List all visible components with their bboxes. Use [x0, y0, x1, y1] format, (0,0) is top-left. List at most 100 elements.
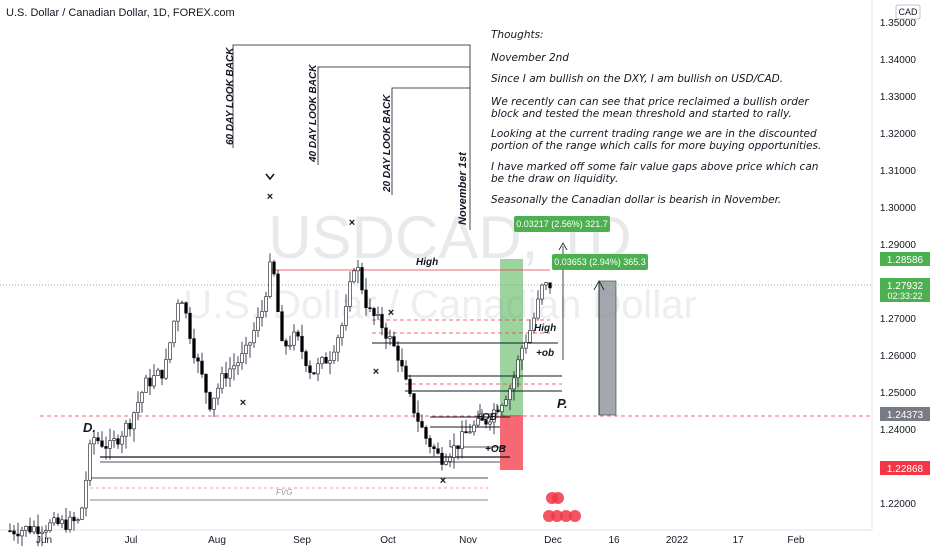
- measure-box-upper: [514, 216, 610, 232]
- candle-up: [124, 422, 128, 437]
- candle-up: [532, 317, 536, 331]
- candle-up: [528, 330, 532, 343]
- ob-plus-label-1: +ob: [536, 348, 554, 359]
- candle-up: [112, 438, 116, 441]
- candle-up: [256, 317, 260, 331]
- candle-up: [24, 526, 28, 531]
- measure-box-lower: [552, 254, 648, 270]
- candle-down: [184, 302, 188, 314]
- symbol-title[interactable]: U.S. Dollar / Canadian Dollar, 1D, FOREX…: [6, 7, 235, 19]
- y-tick-label: 1.31000: [880, 166, 917, 177]
- price-tag-mid-text: 1.24373: [887, 410, 924, 421]
- candle-up: [108, 440, 112, 449]
- candle-up: [344, 306, 348, 326]
- candle-up: [60, 519, 64, 525]
- candle-up: [132, 412, 136, 430]
- candle-down: [160, 369, 164, 379]
- candle-down: [12, 530, 16, 535]
- note-line-1: November 2nd: [491, 52, 569, 64]
- candle-up: [80, 507, 84, 520]
- candle-up: [180, 302, 184, 304]
- y-tick-label: 1.34000: [880, 55, 917, 66]
- candle-down: [284, 340, 288, 347]
- candle-up: [52, 517, 56, 524]
- candle-up: [536, 298, 540, 319]
- candle-up: [232, 365, 236, 370]
- note-line-7: I have marked off some fair value gaps a…: [491, 161, 819, 173]
- note-line-5: Looking at the current trading range we …: [491, 128, 817, 140]
- candle-up: [120, 435, 124, 445]
- measure-box-upper-text: 0.03217 (2.56%) 321.7: [516, 219, 608, 229]
- candle-up: [240, 353, 244, 364]
- candle-up: [352, 270, 356, 283]
- candle-up: [488, 421, 492, 425]
- candle-up: [88, 443, 92, 481]
- candle-down: [148, 377, 152, 387]
- measure-arrow-head: [558, 242, 568, 251]
- candle-down: [188, 312, 192, 339]
- candle-up: [40, 531, 44, 535]
- candle-up: [316, 363, 320, 375]
- candle-up: [84, 479, 88, 509]
- candle-down: [96, 437, 100, 442]
- x-marker: ×: [240, 397, 246, 409]
- lookback-60-label: 60 DAY LOOK BACK: [225, 47, 236, 145]
- candle-up: [32, 526, 36, 533]
- candle-down: [36, 526, 40, 535]
- candle-down: [440, 452, 444, 465]
- x-tick-label: Sep: [293, 535, 311, 546]
- currency-badge: [895, 4, 921, 20]
- candle-up: [520, 347, 524, 361]
- event-badges[interactable]: [543, 492, 581, 522]
- candle-up: [212, 397, 216, 410]
- candle-up: [260, 311, 264, 318]
- y-tick-label: 1.29000: [880, 240, 917, 251]
- candle-down: [400, 360, 404, 367]
- candle-down: [384, 327, 388, 339]
- candle-down: [360, 267, 364, 291]
- x-tick-label: Oct: [380, 535, 396, 546]
- price-tag-low-text: 1.22868: [887, 464, 924, 475]
- candle-down: [392, 336, 396, 347]
- candle-up: [336, 337, 340, 353]
- watermark-name: U.S. Dollar / Canadian Dollar: [183, 283, 697, 327]
- note-line-3: We recently can can see that price recla…: [491, 96, 809, 108]
- candle-down: [300, 335, 304, 352]
- d-label: D.: [83, 420, 96, 435]
- high-label-2: High: [534, 323, 556, 334]
- candle-up: [292, 331, 296, 346]
- candle-down: [280, 311, 284, 342]
- candle-up: [244, 344, 248, 354]
- november-label: November 1st: [457, 151, 469, 225]
- candle-down: [420, 421, 424, 428]
- note-line-9: Seasonally the Canadian dollar is bearis…: [491, 194, 782, 206]
- candle-down: [364, 289, 368, 308]
- candle-down: [304, 351, 308, 367]
- x-marker: ×: [267, 191, 273, 203]
- candle-down: [72, 516, 76, 522]
- candle-up: [524, 342, 528, 349]
- candle-down: [64, 519, 68, 530]
- y-tick-label: 1.25000: [880, 388, 917, 399]
- candle-up: [228, 368, 232, 379]
- x-tick-label: Jul: [125, 535, 138, 546]
- candle-down: [100, 440, 104, 447]
- candle-down: [324, 356, 328, 364]
- candle-up: [136, 402, 140, 413]
- red-zone: [500, 415, 523, 470]
- candle-up: [248, 342, 252, 346]
- price-tag-countdown: 02:33:22: [887, 291, 922, 301]
- candle-up: [356, 267, 360, 272]
- y-tick-label: 1.22000: [880, 499, 917, 510]
- x-tick-label: 17: [732, 535, 744, 546]
- lookback-40-label: 40 DAY LOOK BACK: [308, 64, 319, 163]
- candle-down: [408, 378, 412, 394]
- ob-plus-label-3: +OB: [485, 444, 506, 455]
- lookback-40: [317, 66, 470, 165]
- projection-arrow-head: [593, 280, 605, 291]
- candle-down: [424, 427, 428, 439]
- note-line-2: Since I am bullish on the DXY, I am bull…: [491, 73, 784, 85]
- measure-box-lower-text: 0.03653 (2.94%) 365.3: [554, 257, 646, 267]
- candle-down: [380, 314, 384, 329]
